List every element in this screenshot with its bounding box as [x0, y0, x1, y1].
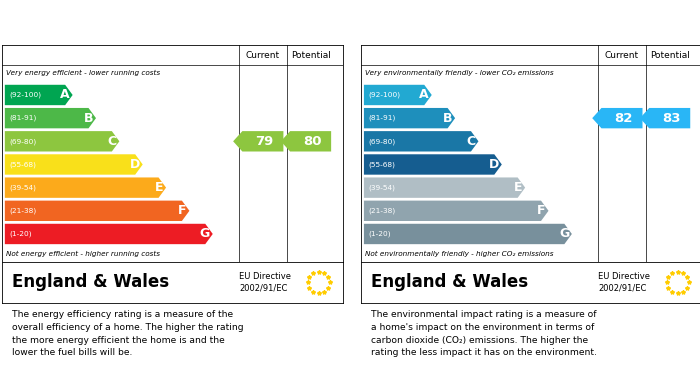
Text: (55-68): (55-68): [9, 161, 36, 168]
Text: Current: Current: [605, 51, 639, 60]
Text: 83: 83: [662, 112, 680, 125]
Text: B: B: [84, 112, 93, 125]
Polygon shape: [5, 85, 73, 105]
Text: The energy efficiency rating is a measure of the
overall efficiency of a home. T: The energy efficiency rating is a measur…: [13, 310, 244, 357]
Polygon shape: [364, 224, 572, 244]
Text: Potential: Potential: [650, 51, 690, 60]
Text: (39-54): (39-54): [368, 185, 395, 191]
Polygon shape: [5, 154, 143, 175]
Text: (21-38): (21-38): [368, 208, 395, 214]
Polygon shape: [364, 131, 479, 151]
Text: C: C: [108, 135, 117, 148]
Polygon shape: [5, 224, 213, 244]
Text: The environmental impact rating is a measure of
a home's impact on the environme: The environmental impact rating is a mea…: [372, 310, 597, 357]
Text: (55-68): (55-68): [368, 161, 395, 168]
Text: B: B: [443, 112, 452, 125]
Polygon shape: [364, 85, 432, 105]
Polygon shape: [592, 108, 643, 128]
Text: D: D: [130, 158, 140, 171]
Text: (39-54): (39-54): [9, 185, 36, 191]
Text: D: D: [489, 158, 499, 171]
Text: (69-80): (69-80): [368, 138, 395, 145]
Text: Environmental Impact (CO₂) Rating: Environmental Impact (CO₂) Rating: [370, 18, 603, 31]
Text: Not energy efficient - higher running costs: Not energy efficient - higher running co…: [6, 251, 160, 257]
Polygon shape: [364, 108, 455, 128]
Text: C: C: [467, 135, 476, 148]
Text: F: F: [538, 204, 546, 217]
Text: (1-20): (1-20): [368, 231, 391, 237]
Text: Current: Current: [246, 51, 280, 60]
Polygon shape: [281, 131, 331, 151]
Text: (21-38): (21-38): [9, 208, 36, 214]
Polygon shape: [5, 178, 166, 198]
Text: A: A: [419, 88, 429, 102]
Text: England & Wales: England & Wales: [372, 273, 528, 291]
Text: Potential: Potential: [290, 51, 330, 60]
Polygon shape: [5, 201, 190, 221]
Text: Very energy efficient - lower running costs: Very energy efficient - lower running co…: [6, 70, 160, 76]
Text: EU Directive
2002/91/EC: EU Directive 2002/91/EC: [598, 272, 650, 293]
Text: 82: 82: [615, 112, 633, 125]
Text: G: G: [559, 228, 569, 240]
Polygon shape: [364, 178, 525, 198]
Text: England & Wales: England & Wales: [13, 273, 169, 291]
Text: Energy Efficiency Rating: Energy Efficiency Rating: [10, 18, 174, 31]
Text: (81-91): (81-91): [9, 115, 36, 121]
Text: A: A: [60, 88, 70, 102]
Text: (92-100): (92-100): [9, 92, 41, 98]
Text: E: E: [514, 181, 522, 194]
Polygon shape: [364, 154, 502, 175]
Text: 79: 79: [256, 135, 274, 148]
Text: Very environmentally friendly - lower CO₂ emissions: Very environmentally friendly - lower CO…: [365, 70, 553, 76]
Text: (92-100): (92-100): [368, 92, 400, 98]
Text: G: G: [199, 228, 210, 240]
Text: E: E: [155, 181, 163, 194]
Text: F: F: [178, 204, 187, 217]
Text: (1-20): (1-20): [9, 231, 32, 237]
Polygon shape: [5, 131, 120, 151]
Text: 80: 80: [303, 135, 321, 148]
Polygon shape: [233, 131, 284, 151]
Text: (69-80): (69-80): [9, 138, 36, 145]
Polygon shape: [5, 108, 96, 128]
Polygon shape: [640, 108, 690, 128]
Text: EU Directive
2002/91/EC: EU Directive 2002/91/EC: [239, 272, 291, 293]
Polygon shape: [364, 201, 549, 221]
Text: (81-91): (81-91): [368, 115, 395, 121]
Text: Not environmentally friendly - higher CO₂ emissions: Not environmentally friendly - higher CO…: [365, 251, 553, 257]
